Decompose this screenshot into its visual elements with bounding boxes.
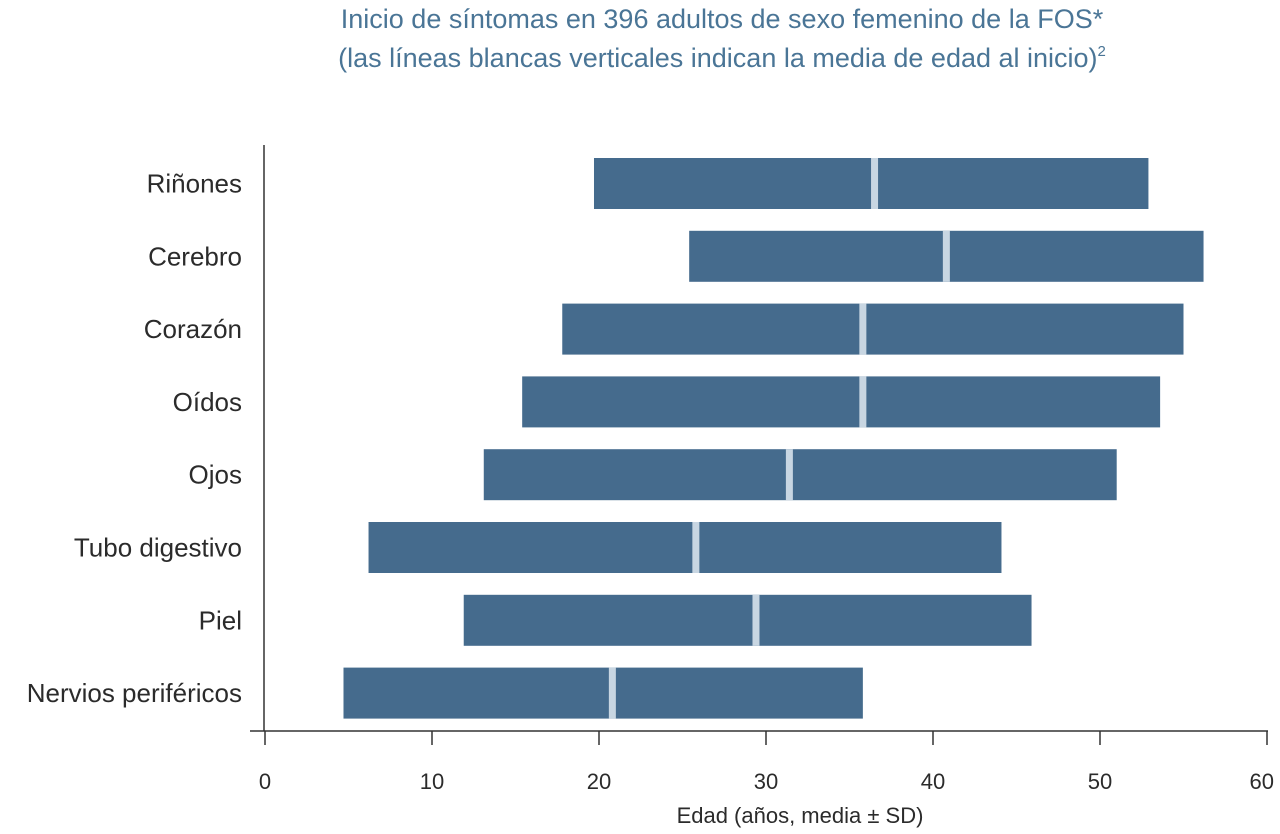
- mean-line-6: [752, 594, 760, 646]
- x-tick-label-2: 20: [587, 769, 611, 794]
- bars-group: [343, 158, 1204, 719]
- category-label-4: Ojos: [189, 460, 242, 490]
- category-label-1: Cerebro: [148, 241, 242, 271]
- mean-line-3: [859, 376, 867, 428]
- bar-5: [368, 522, 1002, 573]
- category-label-0: Riñones: [147, 169, 242, 199]
- bar-6: [463, 594, 1032, 646]
- chart-title: Inicio de síntomas en 396 adultos de sex…: [341, 4, 1104, 34]
- x-tick-label-5: 50: [1088, 769, 1112, 794]
- category-label-3: Oídos: [173, 387, 242, 417]
- category-label-5: Tubo digestivo: [74, 533, 242, 563]
- bar-3: [522, 376, 1161, 428]
- chart-subtitle-text: (las líneas blancas verticales indican l…: [338, 43, 1097, 73]
- bar-7: [343, 667, 863, 719]
- x-axis-label: Edad (años, media ± SD): [677, 803, 924, 828]
- category-labels: Riñones Cerebro Corazón Oídos Ojos Tubo diges…: [27, 169, 242, 709]
- chart-subtitle: (las líneas blancas verticales indican l…: [338, 43, 1106, 73]
- chart-subtitle-superscript: 2: [1098, 43, 1106, 60]
- x-axis-ticks: 0 10 20 30 40 50 60: [259, 731, 1274, 794]
- mean-line-0: [871, 158, 879, 209]
- x-tick-label-4: 40: [921, 769, 945, 794]
- category-label-6: Piel: [199, 605, 242, 635]
- mean-line-5: [692, 522, 700, 573]
- x-tick-label-1: 10: [420, 769, 444, 794]
- mean-line-7: [608, 667, 616, 719]
- category-label-7: Nervios periféricos: [27, 678, 242, 708]
- bar-4: [483, 449, 1117, 501]
- bar-2: [562, 303, 1184, 355]
- category-label-2: Corazón: [144, 314, 242, 344]
- x-tick-label-6: 60: [1250, 769, 1274, 794]
- x-tick-label-3: 30: [754, 769, 778, 794]
- mean-line-1: [942, 230, 950, 282]
- mean-line-4: [785, 449, 793, 501]
- mean-line-2: [859, 303, 867, 355]
- x-tick-label-0: 0: [259, 769, 271, 794]
